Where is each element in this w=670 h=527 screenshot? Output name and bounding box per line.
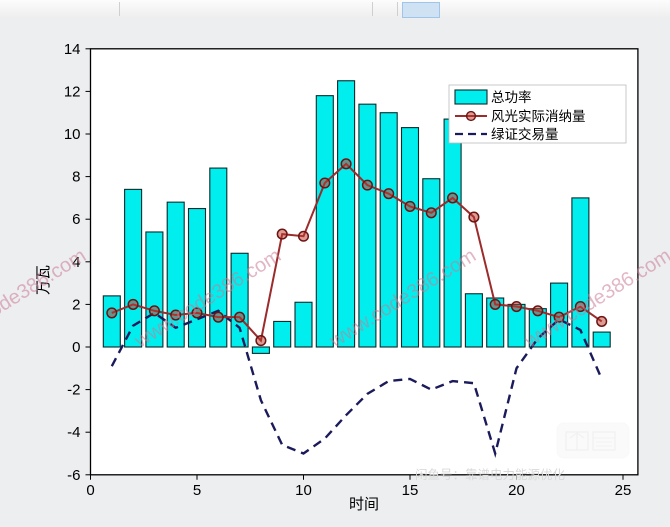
- svg-text:-4: -4: [67, 424, 80, 441]
- svg-text:8: 8: [72, 169, 80, 186]
- svg-text:-2: -2: [67, 382, 80, 399]
- svg-text:0: 0: [86, 482, 94, 499]
- svg-text:14: 14: [64, 41, 81, 58]
- svg-text:闲鱼号：靠谱电力能源优化: 闲鱼号：靠谱电力能源优化: [415, 468, 566, 482]
- svg-text:0: 0: [72, 339, 80, 356]
- svg-text:25: 25: [615, 482, 632, 499]
- svg-text:风光实际消纳量: 风光实际消纳量: [491, 109, 586, 124]
- svg-text:总功率: 总功率: [491, 89, 532, 105]
- svg-text:绿证交易量: 绿证交易量: [491, 126, 559, 142]
- svg-text:5: 5: [193, 482, 201, 499]
- svg-text:12: 12: [64, 83, 81, 100]
- svg-text:10: 10: [64, 126, 81, 143]
- svg-text:15: 15: [402, 482, 419, 499]
- svg-text:20: 20: [508, 482, 525, 499]
- svg-text:2: 2: [72, 296, 80, 313]
- svg-text:10: 10: [295, 482, 312, 499]
- svg-text:-6: -6: [67, 467, 80, 484]
- svg-text:时间: 时间: [349, 496, 379, 513]
- svg-text:6: 6: [72, 211, 80, 228]
